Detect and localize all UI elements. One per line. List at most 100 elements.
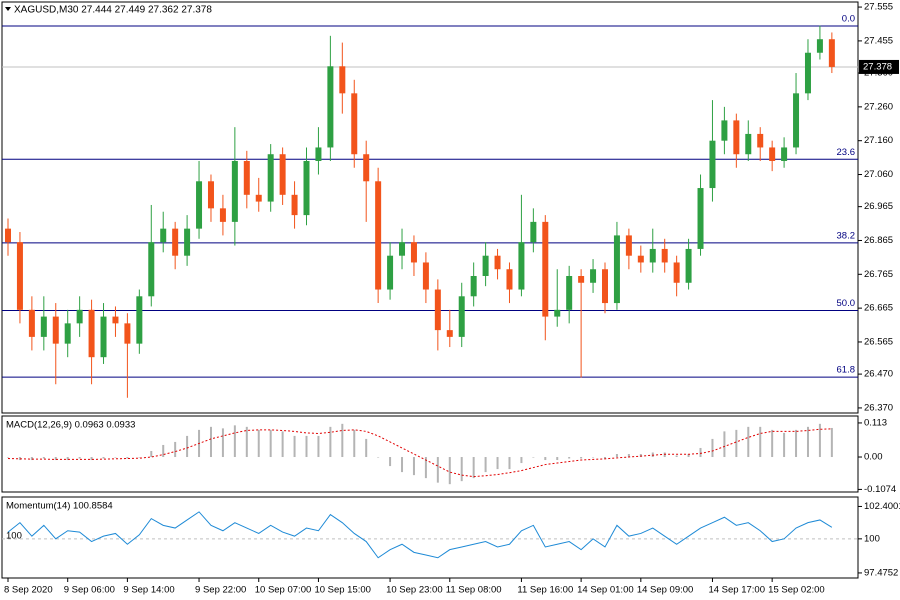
x-tick-label: 11 Sep 16:00 bbox=[517, 585, 573, 596]
candle-body bbox=[231, 160, 238, 222]
macd-bar bbox=[460, 457, 463, 482]
main-panel bbox=[1, 1, 859, 414]
macd-title: MACD(12,26,9) 0.0963 0.0933 bbox=[6, 420, 135, 431]
macd-bar bbox=[615, 454, 618, 458]
y-tick-label: 27.555 bbox=[864, 2, 893, 13]
y-tick-label: 27.260 bbox=[864, 101, 893, 112]
candle-body bbox=[828, 39, 835, 67]
macd-bar bbox=[389, 457, 392, 467]
last-price-box bbox=[859, 59, 899, 74]
macd-bar bbox=[245, 426, 248, 458]
macd-bar bbox=[795, 429, 798, 458]
macd-bar bbox=[830, 427, 833, 458]
macd-bar bbox=[448, 457, 451, 485]
candle-body bbox=[327, 66, 334, 148]
candle-body bbox=[303, 160, 310, 216]
candle-body bbox=[673, 262, 680, 283]
macd-bar bbox=[353, 429, 356, 458]
macd-bar bbox=[90, 457, 93, 461]
fib-label: 38.2 bbox=[837, 230, 856, 241]
fib-label: 50.0 bbox=[837, 298, 856, 309]
candle-body bbox=[100, 316, 107, 358]
x-tick-label: 10 Sep 23:00 bbox=[386, 585, 443, 596]
macd-bar bbox=[114, 457, 117, 458]
fib-label: 61.8 bbox=[837, 365, 856, 376]
y-tick-label: 27.060 bbox=[864, 169, 893, 180]
macd-bar bbox=[496, 457, 499, 470]
candle-body bbox=[506, 269, 513, 290]
candle-body bbox=[649, 248, 656, 263]
candle-body bbox=[697, 188, 704, 249]
menu-arrow[interactable] bbox=[5, 7, 11, 11]
macd-bar bbox=[66, 457, 69, 461]
candle-body bbox=[172, 228, 179, 256]
y-tick-label: 26.865 bbox=[864, 235, 893, 246]
candle-body bbox=[482, 255, 489, 276]
macd-bar bbox=[42, 457, 45, 459]
candle-body bbox=[196, 181, 203, 229]
macd-bar bbox=[484, 457, 487, 473]
candle-body bbox=[781, 147, 788, 161]
macd-bar bbox=[269, 429, 272, 458]
x-tick-label: 14 Sep 01:00 bbox=[577, 585, 634, 596]
candle-body bbox=[458, 296, 465, 337]
macd-bar bbox=[293, 435, 296, 458]
candle-body bbox=[793, 93, 800, 148]
candle-body bbox=[494, 255, 501, 270]
macd-bar bbox=[783, 432, 786, 458]
y-tick-label: 26.370 bbox=[864, 402, 893, 413]
macd-bar bbox=[281, 431, 284, 458]
macd-bar bbox=[711, 438, 714, 458]
candle-body bbox=[602, 269, 608, 304]
candle-body bbox=[816, 39, 823, 53]
x-tick-label: 9 Sep 06:00 bbox=[64, 585, 115, 596]
macd-bar bbox=[221, 428, 224, 458]
candle-body bbox=[375, 181, 382, 290]
macd-bar bbox=[126, 457, 129, 459]
candle-body bbox=[76, 309, 83, 324]
macd-bar bbox=[568, 457, 571, 459]
macd-bar bbox=[317, 435, 320, 458]
candle-body bbox=[578, 276, 585, 283]
macd-panel bbox=[1, 415, 859, 493]
y-tick-label: 27.160 bbox=[864, 135, 893, 146]
candle-body bbox=[5, 228, 11, 243]
y-tick-label: 26.470 bbox=[864, 369, 893, 380]
macd-bar bbox=[401, 457, 404, 473]
macd-bar bbox=[508, 457, 511, 470]
momentum-line bbox=[7, 511, 833, 559]
macd-bar bbox=[472, 457, 475, 479]
candle-body bbox=[566, 276, 573, 310]
candle-body bbox=[255, 194, 262, 202]
y-tick-label: 0.113 bbox=[864, 417, 887, 428]
macd-bar bbox=[424, 457, 427, 479]
candle-body bbox=[160, 228, 167, 243]
macd-bar bbox=[305, 435, 308, 458]
macd-bar bbox=[806, 426, 809, 458]
macd-bar bbox=[436, 457, 439, 483]
macd-bar bbox=[78, 457, 81, 459]
candle-body bbox=[709, 140, 716, 189]
macd-bar bbox=[174, 441, 177, 458]
macd-bar bbox=[377, 457, 380, 458]
candle-body bbox=[64, 323, 71, 344]
y-tick-label: 100 bbox=[864, 533, 880, 544]
last-price-label: 27.378 bbox=[863, 61, 892, 72]
fib-label: 0.0 bbox=[842, 14, 855, 25]
candle-body bbox=[219, 208, 226, 222]
y-tick-label: -0.1074 bbox=[864, 484, 896, 495]
y-tick-label: 0.00 bbox=[864, 452, 883, 463]
macd-bar bbox=[723, 431, 726, 458]
macd-bar bbox=[818, 423, 821, 458]
macd-bar bbox=[233, 425, 236, 458]
y-tick-label: 26.965 bbox=[864, 201, 893, 212]
macd-bar bbox=[592, 457, 595, 458]
macd-bar bbox=[735, 429, 738, 458]
macd-bar bbox=[771, 429, 774, 458]
candle-body bbox=[446, 330, 453, 337]
macd-bar bbox=[341, 423, 344, 458]
x-tick-label: 10 Sep 15:00 bbox=[314, 585, 371, 596]
candle-body bbox=[184, 228, 191, 256]
